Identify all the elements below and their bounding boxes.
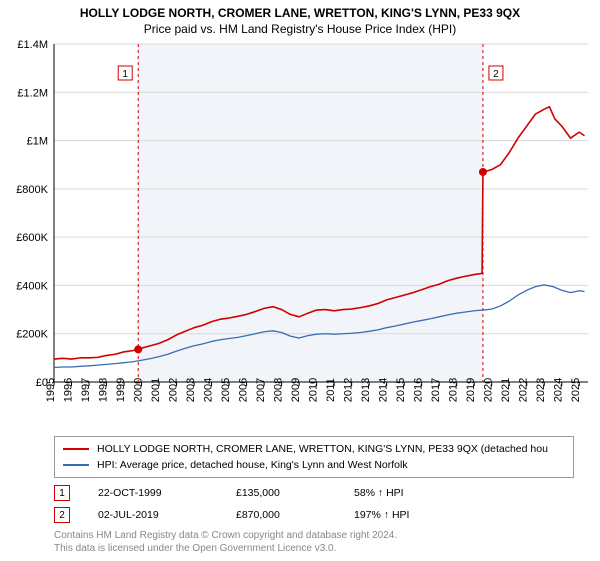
svg-text:2020: 2020 [483,378,495,402]
svg-text:£1M: £1M [27,136,48,148]
svg-text:2: 2 [493,69,499,80]
svg-text:1999: 1999 [115,378,127,402]
event-badge: 1 [54,485,70,501]
legend-swatch-1 [63,448,89,450]
event-table: 1 22-OCT-1999 £135,000 58% ↑ HPI 2 02-JU… [54,482,574,526]
svg-text:2002: 2002 [168,378,180,402]
footer-line-1: Contains HM Land Registry data © Crown c… [54,530,580,543]
footer-line-2: This data is licensed under the Open Gov… [54,543,580,556]
svg-text:2016: 2016 [413,378,425,402]
svg-text:£200K: £200K [16,329,48,341]
event-price: £870,000 [236,509,326,521]
svg-text:£400K: £400K [16,280,48,292]
chart-title: HOLLY LODGE NORTH, CROMER LANE, WRETTON,… [10,6,590,20]
svg-text:2007: 2007 [255,378,267,402]
svg-text:2015: 2015 [395,378,407,402]
svg-text:2008: 2008 [273,378,285,402]
svg-text:2022: 2022 [518,378,530,402]
legend-label-1: HOLLY LODGE NORTH, CROMER LANE, WRETTON,… [97,443,548,455]
event-delta: 197% ↑ HPI [354,509,409,521]
svg-text:2010: 2010 [308,378,320,402]
svg-text:2009: 2009 [290,378,302,402]
line-chart: £0£200K£400K£600K£800K£1M£1.2M£1.4M19951… [0,38,600,428]
chart-subtitle: Price paid vs. HM Land Registry's House … [10,22,590,36]
svg-text:2004: 2004 [203,378,215,402]
svg-text:2018: 2018 [448,378,460,402]
svg-text:2003: 2003 [185,378,197,402]
svg-text:1997: 1997 [80,378,92,402]
svg-text:2013: 2013 [360,378,372,402]
footer-attribution: Contains HM Land Registry data © Crown c… [54,530,580,555]
event-price: £135,000 [236,487,326,499]
svg-text:£1.4M: £1.4M [17,39,48,51]
svg-text:£1.2M: £1.2M [17,87,48,99]
svg-text:1998: 1998 [98,378,110,402]
svg-text:1: 1 [122,69,128,80]
event-row: 2 02-JUL-2019 £870,000 197% ↑ HPI [54,504,574,526]
svg-text:2006: 2006 [238,378,250,402]
svg-text:2005: 2005 [220,378,232,402]
svg-text:2024: 2024 [553,378,565,402]
svg-text:2023: 2023 [535,378,547,402]
event-row: 1 22-OCT-1999 £135,000 58% ↑ HPI [54,482,574,504]
svg-text:2012: 2012 [343,378,355,402]
svg-text:2017: 2017 [430,378,442,402]
legend-label-2: HPI: Average price, detached house, King… [97,459,408,471]
svg-text:£600K: £600K [16,232,48,244]
svg-text:2001: 2001 [150,378,162,402]
svg-text:2025: 2025 [570,378,582,402]
svg-text:2021: 2021 [500,378,512,402]
svg-text:1996: 1996 [63,378,75,402]
event-date: 02-JUL-2019 [98,509,208,521]
legend: HOLLY LODGE NORTH, CROMER LANE, WRETTON,… [54,436,574,478]
svg-text:2019: 2019 [465,378,477,402]
svg-text:1995: 1995 [45,378,57,402]
event-delta: 58% ↑ HPI [354,487,404,499]
svg-text:2014: 2014 [378,378,390,402]
legend-swatch-2 [63,464,89,466]
svg-text:£800K: £800K [16,184,48,196]
event-date: 22-OCT-1999 [98,487,208,499]
event-badge: 2 [54,507,70,523]
